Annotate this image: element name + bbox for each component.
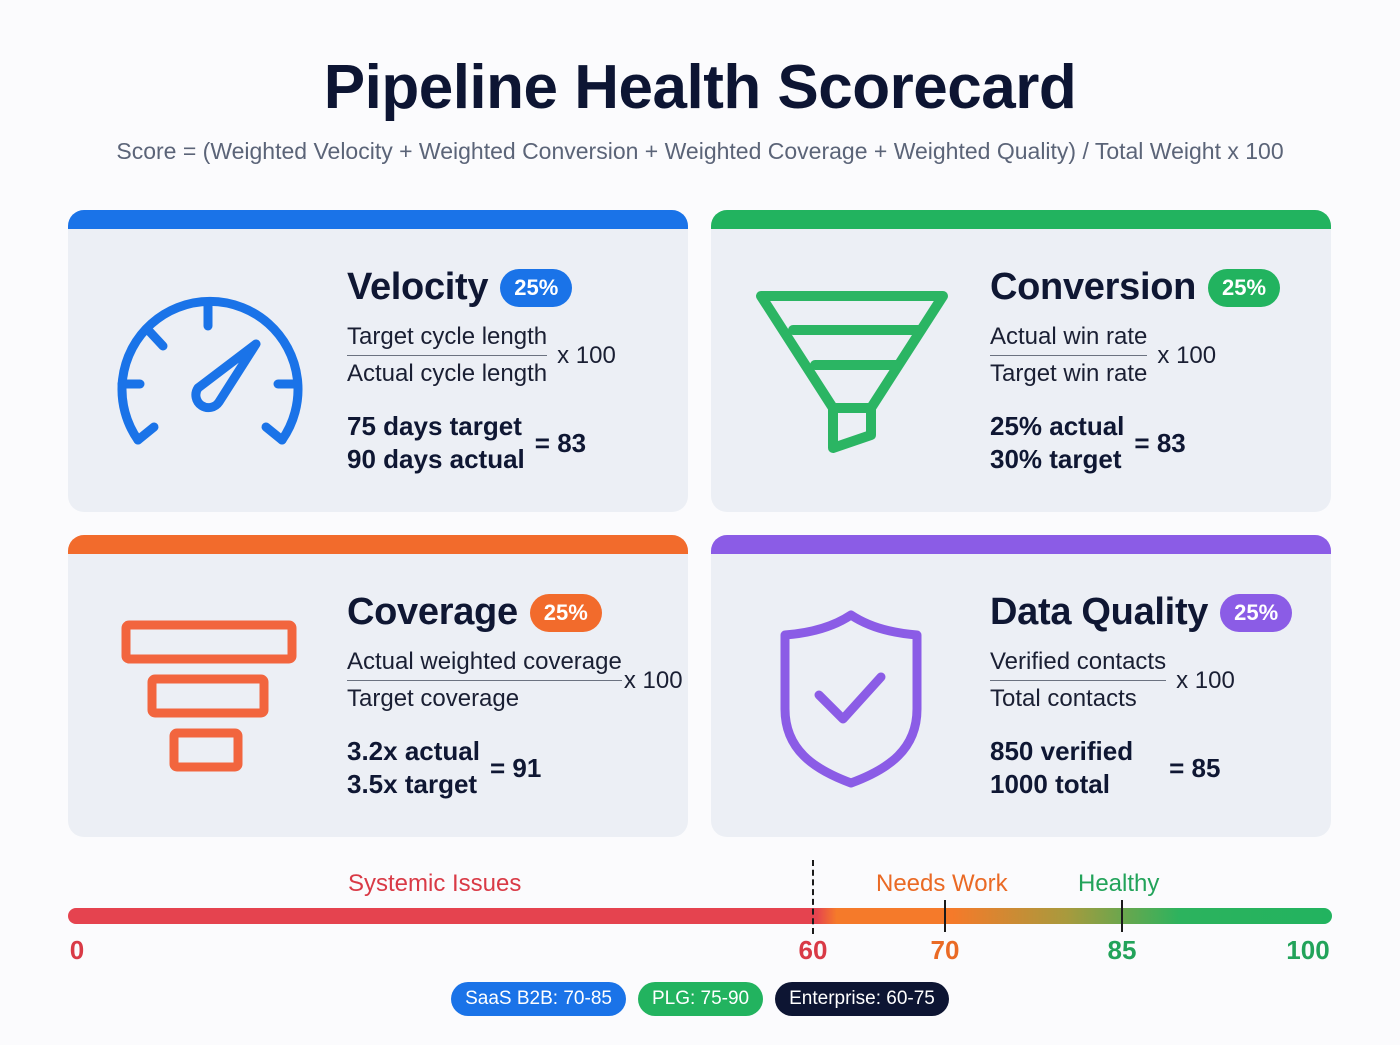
- benchmark-pills: SaaS B2B: 70-85 PLG: 75-90 Enterprise: 6…: [0, 982, 1400, 1016]
- formula-numerator: Target cycle length: [347, 323, 548, 356]
- coverage-card: Coverage 25% Actual weighted coverage Ta…: [68, 535, 688, 837]
- velocity-text: Velocity 25% Target cycle length Actual …: [347, 266, 687, 476]
- formula-denominator: Target coverage: [347, 685, 520, 712]
- quality-accent-bar: [711, 535, 1331, 554]
- coverage-text: Coverage 25% Actual weighted coverage Ta…: [347, 591, 687, 801]
- formula-multiplier: x 100: [557, 341, 616, 369]
- tick-70: 70: [930, 935, 960, 965]
- calc-line-1: 75 days target: [347, 411, 522, 441]
- formula-multiplier: x 100: [623, 666, 683, 694]
- tick-60: 60: [798, 935, 828, 965]
- calc-line-2: 90 days actual: [347, 444, 525, 474]
- calc-result: = 83: [534, 427, 587, 458]
- benchmark-enterprise: Enterprise: 60-75: [775, 982, 949, 1016]
- page-title: Pipeline Health Scorecard: [323, 53, 1077, 122]
- calc-result: = 91: [489, 752, 542, 783]
- calc-line-1: 25% actual: [990, 411, 1125, 441]
- calc-line-2: 3.5x target: [347, 769, 478, 799]
- card-title: Data Quality: [990, 591, 1209, 633]
- zone-needs-work: Needs Work: [876, 870, 1008, 897]
- tick-100: 100: [1286, 935, 1330, 965]
- formula-numerator: Verified contacts: [990, 648, 1167, 681]
- formula-denominator: Actual cycle length: [347, 360, 548, 387]
- card-title: Coverage: [347, 591, 518, 633]
- stacked-bars-icon: [121, 620, 297, 772]
- shield-check-icon: [780, 610, 922, 788]
- calc-line-1: 850 verified: [990, 736, 1134, 766]
- formula-numerator: Actual weighted coverage: [347, 648, 622, 681]
- card-title: Conversion: [990, 266, 1197, 308]
- tick-0: 0: [69, 935, 85, 965]
- weight-badge: 25%: [500, 268, 573, 307]
- formula-numerator: Actual win rate: [990, 323, 1148, 356]
- benchmark-saas-b2b: SaaS B2B: 70-85: [451, 982, 626, 1016]
- threshold-85-marker: [1121, 900, 1123, 932]
- health-scale: Systemic Issues Needs Work Healthy 0 60 …: [68, 860, 1332, 980]
- zone-healthy: Healthy: [1078, 870, 1160, 897]
- formula-denominator: Total contacts: [990, 685, 1137, 712]
- formula-denominator: Target win rate: [990, 360, 1148, 387]
- speedometer-icon: [117, 296, 303, 445]
- velocity-card: Velocity 25% Target cycle length Actual …: [68, 210, 688, 512]
- conversion-text: Conversion 25% Actual win rate Target wi…: [990, 266, 1330, 476]
- weight-badge: 25%: [1208, 268, 1281, 307]
- calc-result: = 85: [1169, 752, 1221, 783]
- conversion-card: Conversion 25% Actual win rate Target wi…: [711, 210, 1331, 512]
- velocity-accent-bar: [68, 210, 688, 229]
- funnel-icon: [756, 291, 948, 453]
- coverage-accent-bar: [68, 535, 688, 554]
- quality-card: Data Quality 25% Verified contacts Total…: [711, 535, 1331, 837]
- weight-badge: 25%: [1220, 593, 1293, 632]
- formula-multiplier: x 100: [1157, 341, 1217, 369]
- calc-result: = 83: [1134, 427, 1186, 458]
- threshold-60-marker: [812, 860, 814, 934]
- benchmark-plg: PLG: 75-90: [637, 982, 764, 1016]
- card-title: Velocity: [347, 266, 489, 308]
- scale-gradient-bar: [68, 908, 1332, 924]
- zone-systemic-issues: Systemic Issues: [348, 870, 522, 897]
- calc-line-2: 30% target: [990, 444, 1122, 474]
- threshold-70-marker: [944, 900, 946, 932]
- tick-85: 85: [1107, 935, 1137, 965]
- formula-multiplier: x 100: [1176, 666, 1235, 694]
- quality-text: Data Quality 25% Verified contacts Total…: [990, 591, 1330, 801]
- weight-badge: 25%: [529, 593, 602, 632]
- conversion-accent-bar: [711, 210, 1331, 229]
- calc-line-1: 3.2x actual: [347, 736, 480, 766]
- score-formula: Score = (Weighted Velocity + Weighted Co…: [116, 138, 1284, 164]
- calc-line-2: 1000 total: [990, 769, 1110, 799]
